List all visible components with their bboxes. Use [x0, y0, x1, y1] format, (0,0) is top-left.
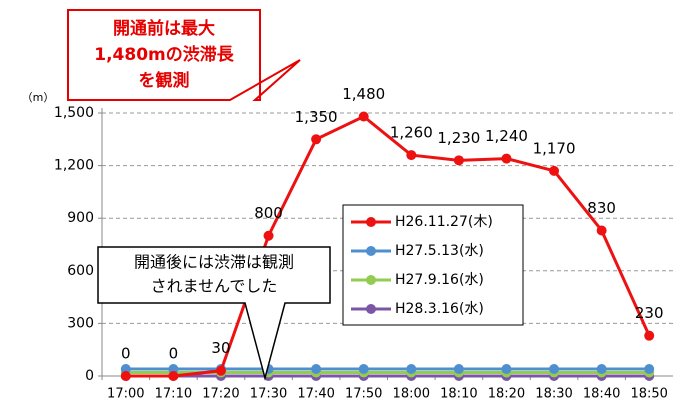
x-tick-label: 17:00 — [107, 387, 144, 402]
marker — [215, 365, 226, 376]
marker — [311, 363, 322, 374]
x-tick-label: 18:00 — [393, 387, 430, 402]
marker — [596, 225, 607, 236]
data-label: 1,230 — [437, 129, 480, 147]
x-tick-label: 17:30 — [250, 387, 287, 402]
marker — [501, 363, 512, 374]
marker — [311, 134, 322, 145]
callout-text: 開通前は最大 — [113, 18, 215, 39]
marker — [168, 363, 179, 374]
legend-label: H27.9.16(水) — [395, 272, 484, 288]
data-label: 0 — [169, 345, 179, 363]
callout-text: 開通後には渋滞は観測 — [134, 253, 294, 272]
y-tick-label: 1,500 — [54, 105, 94, 121]
data-label: 30 — [211, 339, 230, 357]
x-tick-label: 18:50 — [630, 387, 667, 402]
marker — [501, 153, 512, 164]
legend-marker — [366, 304, 376, 314]
x-tick-label: 18:20 — [488, 387, 525, 402]
x-tick-label: 17:10 — [155, 387, 192, 402]
legend-label: H26.11.27(木) — [395, 214, 493, 230]
x-tick-label: 18:40 — [583, 387, 620, 402]
marker — [120, 363, 131, 374]
marker — [406, 363, 417, 374]
marker — [263, 230, 274, 241]
legend-marker — [366, 275, 376, 285]
x-tick-label: 17:50 — [345, 387, 382, 402]
data-label: 800 — [254, 204, 283, 222]
marker — [453, 155, 464, 166]
marker — [358, 363, 369, 374]
callout-text: を観測 — [139, 70, 190, 91]
data-label: 1,240 — [485, 127, 528, 145]
x-tick-label: 18:10 — [440, 387, 477, 402]
marker — [406, 150, 417, 161]
legend-label: H27.5.13(水) — [395, 243, 484, 259]
y-unit: （m） — [22, 91, 55, 104]
data-label: 1,260 — [390, 124, 433, 142]
data-label: 1,350 — [295, 108, 338, 126]
y-tick-label: 0 — [85, 368, 94, 384]
marker — [168, 371, 179, 381]
y-tick-label: 600 — [67, 263, 94, 279]
marker — [453, 363, 464, 374]
legend-marker — [366, 246, 376, 256]
data-label: 1,170 — [533, 139, 576, 157]
legend-label: H28.3.16(水) — [395, 301, 484, 317]
callout — [67, 9, 301, 101]
marker — [358, 111, 369, 122]
data-label: 830 — [587, 199, 616, 217]
data-label: 1,480 — [342, 85, 385, 103]
marker — [644, 363, 655, 374]
marker — [549, 165, 560, 176]
marker — [644, 330, 655, 341]
series-line — [125, 114, 651, 378]
y-tick-label: 900 — [67, 210, 94, 226]
marker — [120, 371, 131, 381]
callout-text: されませんでした — [151, 277, 278, 296]
x-tick-label: 18:30 — [535, 387, 572, 402]
marker — [596, 363, 607, 374]
y-tick-label: 300 — [67, 315, 94, 331]
data-label: 230 — [635, 304, 664, 322]
x-tick-label: 17:20 — [202, 387, 239, 402]
marker — [549, 363, 560, 374]
callout — [97, 246, 331, 381]
y-tick-label: 1,200 — [54, 158, 94, 174]
x-tick-label: 17:40 — [297, 387, 334, 402]
callout-text: 1,480mの渋滞長 — [94, 44, 234, 65]
data-label: 0 — [121, 345, 131, 363]
legend-marker — [366, 217, 376, 227]
